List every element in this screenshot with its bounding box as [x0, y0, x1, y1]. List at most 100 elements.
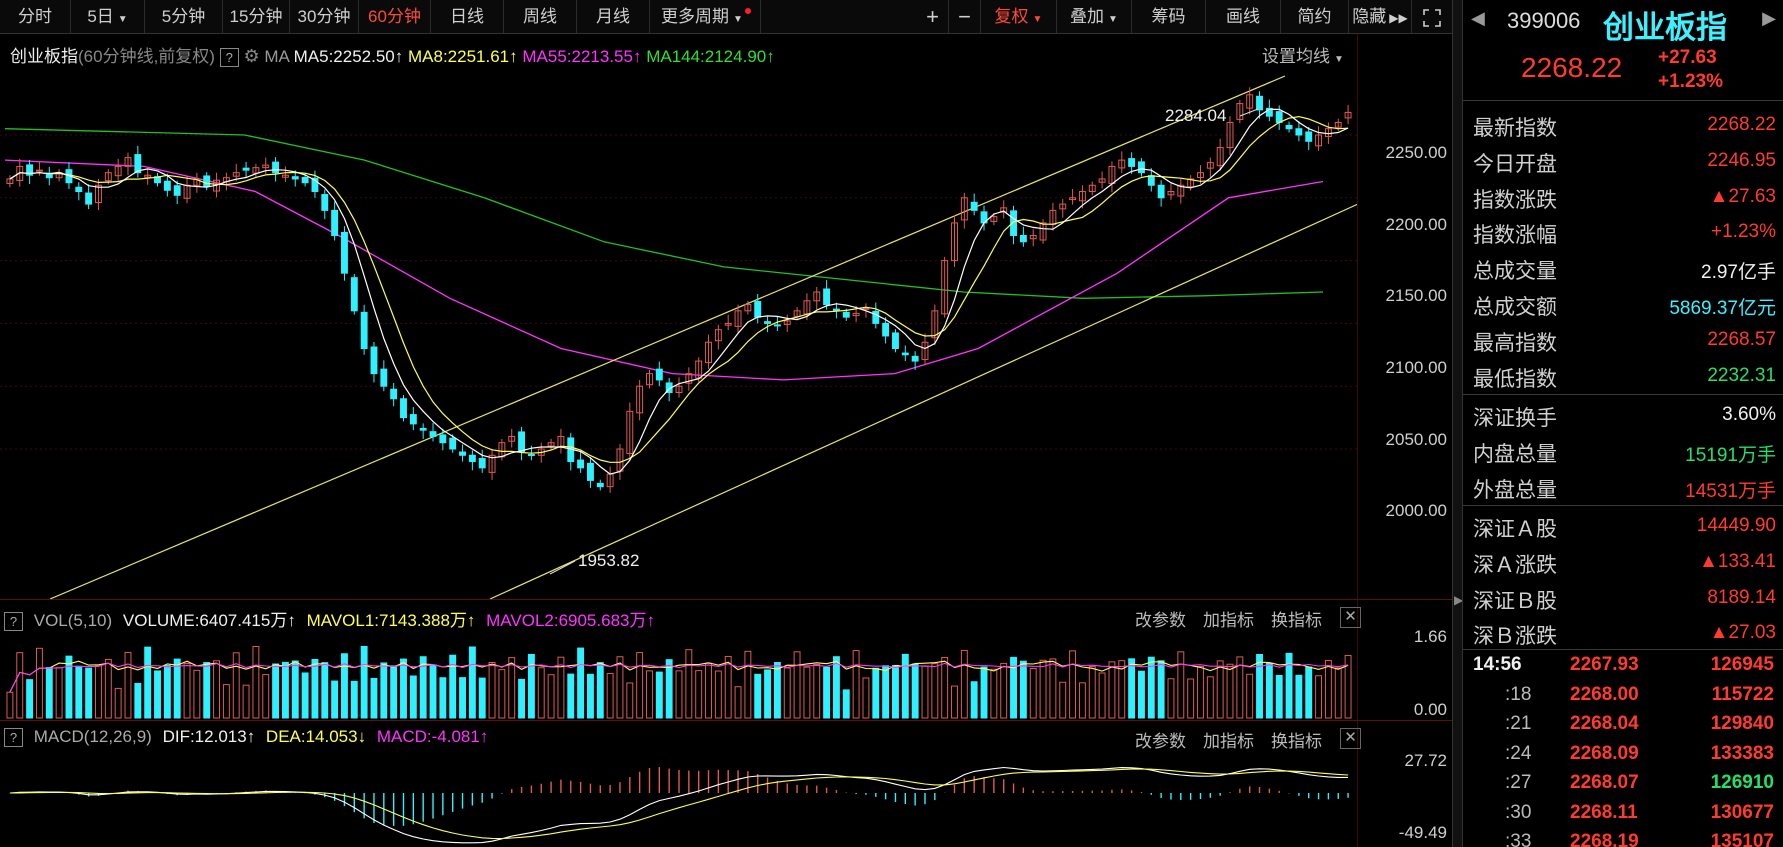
period-toolbar: 分时 5日 ▼ 5分钟 15分钟 30分钟 60分钟 日线 周线 月线 更多周期 ▼… [0, 0, 1452, 34]
volume-bar [527, 653, 535, 719]
candle-body [990, 216, 998, 222]
simple-mode-button[interactable]: 简约 [1281, 0, 1349, 33]
tab-weekly[interactable]: 周线 [504, 0, 577, 33]
zoom-in-button[interactable]: + [917, 0, 949, 33]
help-icon[interactable]: ? [4, 612, 23, 632]
macd-add-indicator-button[interactable]: 加指标 [1203, 732, 1254, 751]
quote-row: 指数涨幅 +1.23% [1463, 213, 1783, 248]
quote-row: 外盘总量 14531万手 [1463, 468, 1783, 503]
ma5-line [9, 108, 1349, 475]
volume-bar [213, 660, 220, 719]
overlay-button[interactable]: 叠加 ▼ [1057, 0, 1132, 33]
volume-plot[interactable] [0, 600, 1358, 720]
volume-bar [1029, 668, 1037, 719]
volume-bar [390, 665, 398, 719]
quote-row: 深Ａ涨跌 ▲133.41 [1463, 543, 1783, 578]
turnover-stats-group: 深证换手 3.60% 内盘总量 15191万手 外盘总量 14531万手 [1463, 396, 1783, 504]
chips-button[interactable]: 筹码 [1132, 0, 1206, 33]
prev-symbol-icon[interactable]: ◀ [1471, 8, 1485, 28]
fullscreen-button[interactable] [1412, 0, 1452, 33]
tab-daily[interactable]: 日线 [431, 0, 504, 33]
candle-body [360, 311, 368, 350]
volume-bar [301, 672, 309, 719]
gear-icon[interactable]: ⚙ [243, 46, 260, 66]
y-tick-label: 2050.00 [1385, 430, 1447, 449]
volume-bar [65, 655, 73, 719]
tab-30min[interactable]: 30分钟 [290, 0, 359, 33]
volume-bar [1206, 676, 1214, 719]
volume-pane[interactable]: ? VOL(5,10) VOLUME:6407.415万↑ MAVOL1:714… [0, 600, 1452, 720]
fuquan-button[interactable]: 复权 ▼ [981, 0, 1057, 33]
quote-row-label: 深Ｂ涨跌 [1473, 625, 1557, 649]
zoom-out-button[interactable]: − [949, 0, 981, 33]
candle-body [901, 352, 909, 356]
vol-switch-indicator-button[interactable]: 换指标 [1271, 611, 1322, 630]
candle-body [773, 324, 781, 327]
volume-bar [537, 667, 545, 719]
next-symbol-icon[interactable]: ▶ [1762, 8, 1776, 28]
volume-bar [842, 689, 850, 719]
vol-add-indicator-button[interactable]: 加指标 [1203, 611, 1254, 630]
candle-body [1246, 94, 1254, 109]
symbol-code: 399006 [1507, 8, 1581, 33]
tick-price: 2268.09 [1570, 742, 1639, 764]
price-plot[interactable] [0, 34, 1358, 599]
tab-60min[interactable]: 60分钟 [359, 0, 431, 33]
macd-pane[interactable]: ? MACD(12,26,9) DIF:12.013↑ DEA:14.053↓ … [0, 721, 1452, 847]
draw-line-button[interactable]: 画线 [1206, 0, 1281, 33]
tick-volume: 135107 [1710, 831, 1774, 847]
candle-body [1019, 234, 1027, 243]
candle-body [439, 434, 447, 444]
candle-body [1256, 95, 1263, 111]
help-icon[interactable]: ? [4, 728, 23, 748]
tab-more-periods[interactable]: 更多周期 ▼ [650, 0, 761, 33]
volume-bar [232, 652, 240, 719]
close-icon[interactable]: ✕ [1340, 728, 1361, 749]
quote-row-value: 14449.90 [1696, 515, 1776, 536]
volume-bar [852, 650, 860, 719]
candle-body [705, 341, 712, 364]
tick-list[interactable]: 14:56 2267.93 126945:18 2268.00 115722:21 226… [1463, 650, 1783, 847]
candle-body [655, 368, 663, 381]
volume-bar [311, 658, 319, 719]
tab-5day[interactable]: 5日 ▼ [71, 0, 145, 33]
macd-plot[interactable] [0, 721, 1358, 847]
channel-lower-line [489, 203, 1358, 599]
close-icon[interactable]: ✕ [1340, 607, 1361, 628]
arrow-up-icon: ↑ [287, 611, 296, 630]
candle-body [1236, 103, 1244, 120]
macd-change-params-button[interactable]: 改参数 [1135, 732, 1186, 751]
candle-body [1059, 203, 1067, 210]
candle-body [892, 332, 899, 350]
candle-body [163, 180, 171, 191]
vol-change-params-button[interactable]: 改参数 [1135, 611, 1186, 630]
triangle-right-icon[interactable]: ▶ [1454, 593, 1464, 607]
quote-row-value: 2232.31 [1707, 364, 1776, 386]
tab-5min[interactable]: 5分钟 [145, 0, 223, 33]
vol-label: VOL(5,10) [33, 611, 113, 630]
volume-bar [163, 665, 171, 719]
price-chart-pane[interactable]: 创业板指(60分钟线,前复权) ? ⚙ MA MA5:2252.50↑ MA8:… [0, 34, 1452, 599]
volume-bar [262, 674, 270, 719]
quote-row-label: 深证Ｂ股 [1473, 589, 1557, 613]
candle-body [547, 442, 555, 447]
candle-body [951, 222, 958, 262]
ma-settings-button[interactable]: 设置均线 ▼ [1262, 47, 1344, 66]
quote-row-label: 总成交量 [1473, 260, 1557, 284]
volume-bar [114, 687, 122, 719]
help-icon[interactable]: ? [219, 48, 239, 68]
hide-button[interactable]: 隐藏 ▶▶ [1349, 0, 1412, 33]
tab-15min[interactable]: 15分钟 [223, 0, 290, 33]
volume-bar [488, 661, 496, 719]
macd-switch-indicator-button[interactable]: 换指标 [1271, 732, 1322, 751]
volume-bar [1305, 666, 1313, 719]
panel-splitter[interactable]: ▶ [1452, 0, 1463, 847]
volume-bar [695, 670, 703, 719]
tab-monthly[interactable]: 月线 [577, 0, 650, 33]
quote-row-label: 最低指数 [1473, 367, 1557, 391]
tick-price: 2268.04 [1570, 713, 1639, 734]
tab-intraday[interactable]: 分时 [0, 0, 71, 33]
volume-bar [823, 666, 831, 719]
volume-bar [862, 677, 870, 719]
quote-row-value: ▲27.03 [1709, 622, 1776, 644]
